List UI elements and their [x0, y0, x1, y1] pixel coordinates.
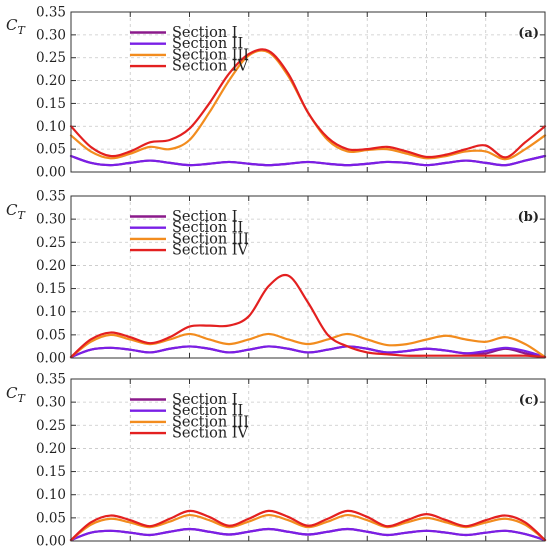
series-line-2	[69, 527, 547, 542]
series-line-4	[69, 48, 547, 159]
legend-label: Section IV	[172, 243, 249, 259]
y-tick-label: 0.30	[36, 395, 66, 411]
series-line-2	[69, 154, 547, 167]
plot-frame	[70, 11, 546, 173]
legend-label: Section III	[172, 47, 249, 63]
series-line-2	[69, 345, 547, 359]
legend-label: Section III	[172, 231, 249, 247]
series-line-4	[69, 509, 547, 542]
y-tick-label: 0.35	[36, 5, 66, 21]
y-axis-label: CT	[6, 201, 26, 222]
y-tick-label: 0.00	[36, 351, 66, 367]
y-tick-label: 0.05	[36, 327, 66, 343]
panel-tag: (a)	[518, 26, 539, 41]
y-tick-label: 0.10	[36, 487, 66, 503]
y-axis-label: CT	[6, 16, 26, 37]
plot-frame	[70, 378, 546, 542]
y-tick-label: 0.30	[36, 212, 66, 228]
y-tick-label: 0.20	[36, 441, 66, 457]
panel-a: 0.00 0.05 0.10 0.15 0.20 0.25 0.30 0.35 Section …	[6, 5, 547, 181]
panel-tag: (b)	[518, 210, 539, 225]
panel-tag: (c)	[519, 393, 539, 408]
series-line-4	[69, 273, 547, 359]
y-tick-label: 0.20	[36, 73, 66, 89]
legend-label: Section II	[172, 403, 243, 419]
y-tick-label: 0.25	[36, 418, 66, 434]
y-tick-label: 0.15	[36, 464, 66, 480]
legend-label: Section IV	[172, 59, 249, 75]
y-tick-label: 0.35	[36, 189, 66, 205]
y-tick-label: 0.25	[36, 50, 66, 66]
panel-b: 0.00 0.05 0.10 0.15 0.20 0.25 0.30 0.35 Section …	[6, 189, 547, 367]
y-tick-label: 0.30	[36, 27, 66, 43]
legend-label: Section I	[172, 25, 238, 41]
y-axis-label: CT	[6, 384, 26, 405]
legend-label: Section IV	[172, 426, 249, 442]
legend-label: Section III	[172, 414, 249, 430]
plot-frame	[70, 195, 546, 359]
y-tick-label: 0.05	[36, 142, 66, 158]
y-tick-label: 0.10	[36, 119, 66, 135]
y-tick-label: 0.00	[36, 534, 66, 550]
y-tick-label: 0.00	[36, 165, 66, 181]
legend-label: Section II	[172, 36, 243, 52]
y-tick-label: 0.15	[36, 96, 66, 112]
y-tick-label: 0.10	[36, 304, 66, 320]
y-tick-label: 0.15	[36, 281, 66, 297]
y-tick-label: 0.05	[36, 510, 66, 526]
legend-label: Section I	[172, 392, 238, 408]
y-tick-label: 0.25	[36, 235, 66, 251]
legend-label: Section II	[172, 220, 243, 236]
y-tick-label: 0.20	[36, 258, 66, 274]
panel-c: 0.00 0.05 0.10 0.15 0.20 0.25 0.30 0.35 Section …	[6, 372, 547, 550]
legend-label: Section I	[172, 209, 238, 225]
y-tick-label: 0.35	[36, 372, 66, 388]
